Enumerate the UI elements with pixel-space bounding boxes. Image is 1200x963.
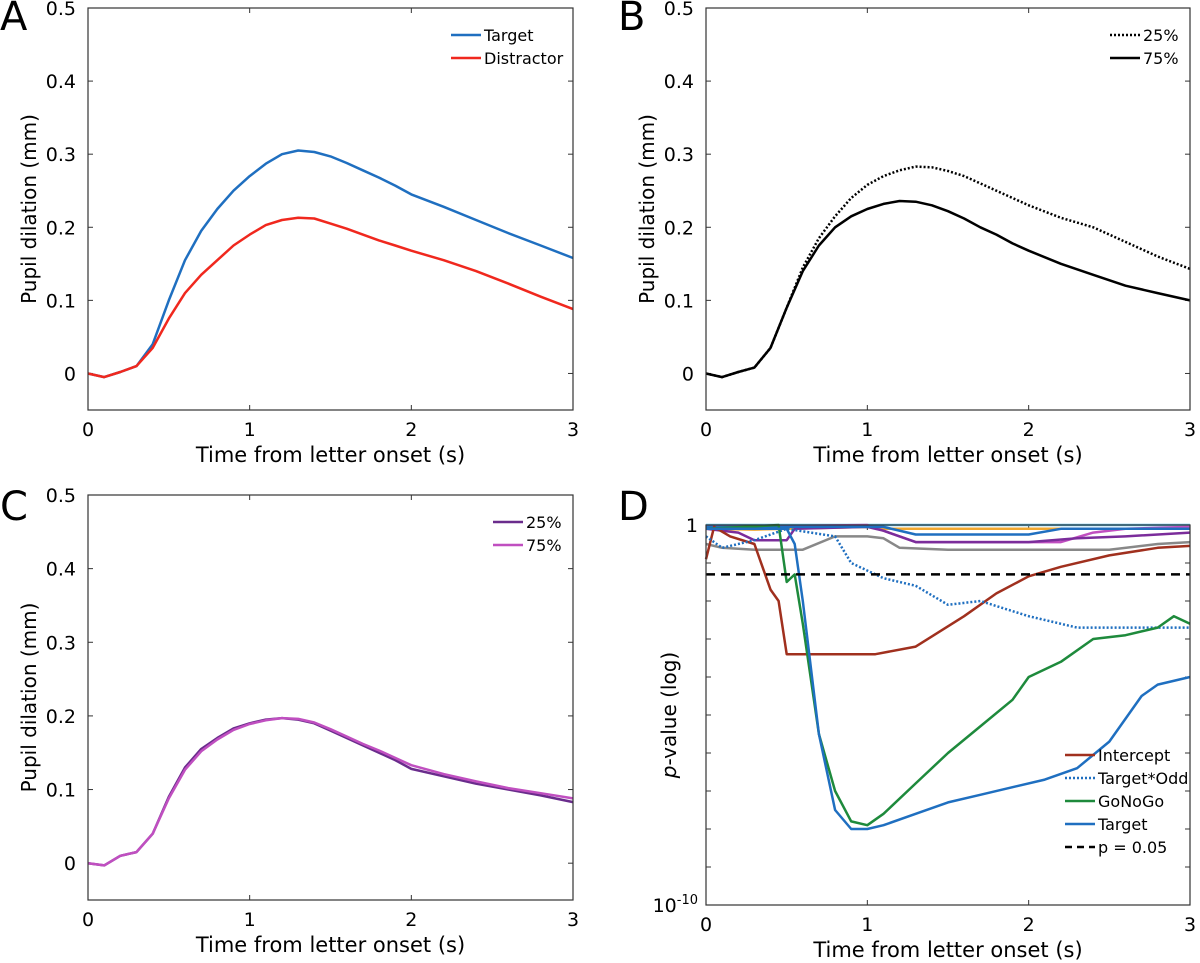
- x-tick-label: 1: [861, 914, 873, 936]
- y-tick-label: 0.5: [46, 485, 76, 507]
- x-tick-label: 2: [1023, 419, 1035, 441]
- axes-box: [705, 524, 1191, 906]
- legend-label: GoNoGo: [1098, 792, 1164, 811]
- series-line-target: [706, 527, 1191, 831]
- y-tick-label: 0.3: [46, 632, 76, 654]
- y-tick-label: 0.5: [46, 0, 76, 20]
- legend: 25%75%: [1110, 26, 1179, 68]
- axes-box: [87, 494, 574, 901]
- y-tick-label: 1: [686, 515, 698, 537]
- y-tick-label: 0.2: [664, 217, 694, 239]
- x-tick-label: 3: [1184, 419, 1196, 441]
- y-tick-label: 0: [64, 853, 76, 875]
- panel-a: A 0 1 2 3 0 0.1 0.2 0.3 0.4 0.5 Pupil dilation (mm)…: [0, 0, 579, 467]
- panel-letter: B: [618, 0, 645, 40]
- y-tick-label: 0: [682, 363, 694, 385]
- panel-letter: C: [0, 484, 28, 530]
- y-axis-label: Pupil dilation (mm): [17, 114, 41, 304]
- panel-letter: D: [618, 484, 649, 530]
- x-tick-label: 2: [405, 909, 417, 931]
- y-tick-label: 0.5: [664, 0, 694, 20]
- x-tick-label: 0: [82, 419, 94, 441]
- legend-label: 75%: [526, 536, 562, 555]
- series-line-unlabeled: [705, 535, 1191, 551]
- legend-label: 75%: [1143, 49, 1179, 68]
- x-axis-label: Time from letter onset (s): [812, 443, 1082, 467]
- panel-c: C 0 1 2 3 0 0.1 0.2 0.3 0.4 0.5 Pupil dilation (mm)…: [0, 484, 579, 957]
- y-axis-label: Pupil dilation (mm): [17, 603, 41, 793]
- x-axis-label: Time from letter onset (s): [195, 933, 465, 957]
- series-line-75-: [87, 716, 574, 867]
- legend-label: 25%: [1143, 26, 1179, 45]
- x-tick-label: 3: [1184, 914, 1196, 936]
- series-line-target: [87, 149, 574, 379]
- series-line-25-: [705, 165, 1191, 379]
- panel-d: D 0 1 2 3 1 10-10 p-value (log) Time from letter…: [618, 484, 1196, 962]
- x-tick-label: 2: [405, 419, 417, 441]
- x-tick-label: 0: [700, 419, 712, 441]
- series-line-25-: [87, 716, 574, 867]
- legend-label: Target*Odd: [1097, 769, 1188, 788]
- y-tick-label: 0.4: [664, 71, 694, 93]
- y-tick-label: 0.4: [46, 71, 76, 93]
- y-tick-label: 0.3: [664, 144, 694, 166]
- legend-label: p = 0.05: [1098, 838, 1167, 857]
- legend-label: Target: [1097, 815, 1148, 834]
- x-tick-label: 0: [700, 914, 712, 936]
- axes-box: [705, 7, 1191, 411]
- x-tick-label: 3: [567, 909, 579, 931]
- y-tick-label: 0.2: [46, 217, 76, 239]
- x-tick-label: 1: [244, 419, 256, 441]
- y-axis-label: p-value (log): [657, 652, 681, 779]
- series-line-gonogo: [705, 523, 1191, 827]
- legend: Intercept Target*Odd GoNoGo Target p = 0.05: [1065, 746, 1188, 857]
- panel-b: B 0 1 2 3 0 0.1 0.2 0.3 0.4 0.5 Pupil dilation (mm)…: [618, 0, 1196, 467]
- series-line-intercept: [704, 525, 1191, 656]
- y-tick-label: 0.1: [46, 290, 76, 312]
- x-tick-label: 2: [1023, 914, 1035, 936]
- x-tick-label: 1: [861, 419, 873, 441]
- y-tick-label: 10-10: [653, 893, 698, 917]
- legend-label: Target: [483, 26, 534, 45]
- series-line-75-: [705, 199, 1191, 379]
- x-tick-label: 1: [244, 909, 256, 931]
- y-tick-label: 0.4: [46, 559, 76, 581]
- y-tick-label: 0.1: [46, 780, 76, 802]
- series-line-unlabeled: [705, 525, 1191, 544]
- x-tick-label: 0: [82, 909, 94, 931]
- x-tick-label: 3: [567, 419, 579, 441]
- x-axis-label: Time from letter onset (s): [195, 443, 465, 467]
- y-tick-label: 0: [64, 363, 76, 385]
- legend-label: Distractor: [484, 49, 564, 68]
- axes-box: [87, 7, 574, 411]
- y-tick-label: 0.2: [46, 706, 76, 728]
- y-tick-label: 0.1: [664, 290, 694, 312]
- series-line-unlabeled: [706, 525, 1190, 536]
- y-tick-label: 0.3: [46, 144, 76, 166]
- x-axis-label: Time from letter onset (s): [812, 938, 1082, 962]
- series-line-target-odd: [705, 527, 1190, 629]
- legend: Target Distractor: [451, 26, 564, 68]
- legend-label: Intercept: [1098, 746, 1170, 765]
- y-axis-label: Pupil dilation (mm): [635, 114, 659, 304]
- legend: 25%75%: [493, 513, 562, 555]
- panel-letter: A: [0, 0, 28, 40]
- legend-label: 25%: [526, 513, 562, 532]
- series-line-distractor: [87, 216, 574, 379]
